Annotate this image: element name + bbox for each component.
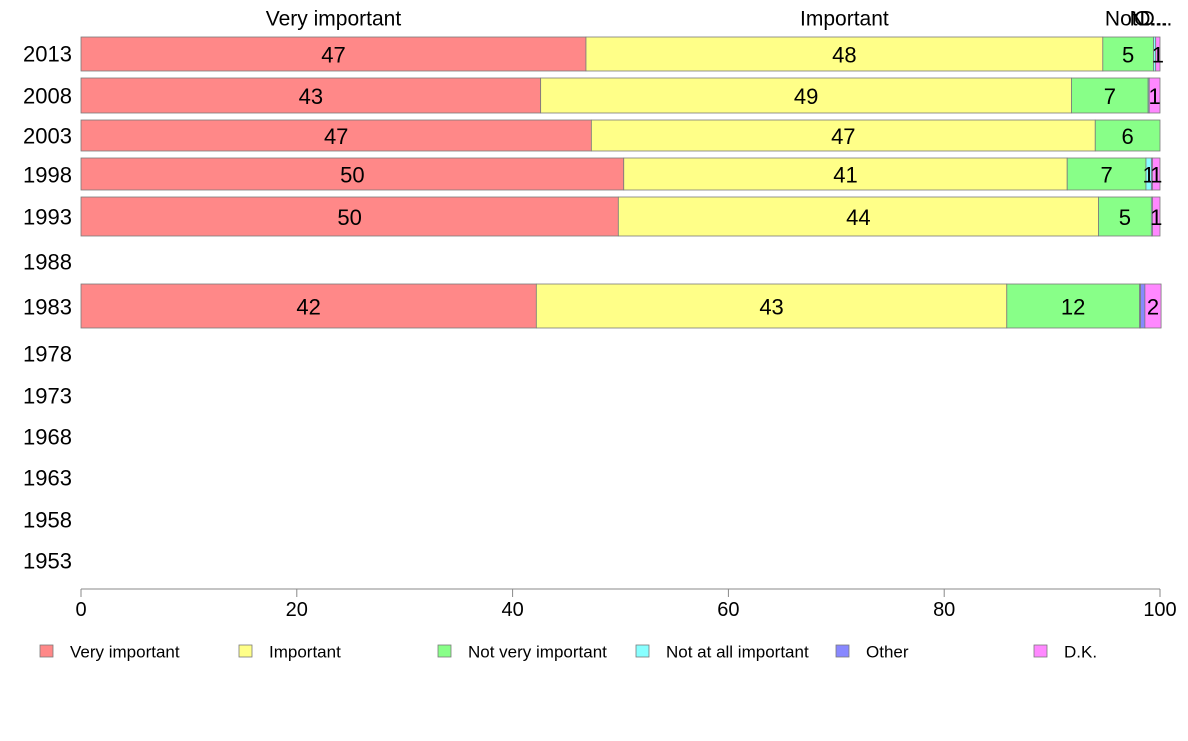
- data-label: 1: [1150, 163, 1162, 188]
- data-label: 47: [831, 124, 855, 149]
- x-tick-label: 80: [933, 599, 955, 621]
- data-label: 47: [321, 43, 345, 68]
- bar-segment: [1102, 36, 1154, 72]
- legend-swatch: [238, 644, 253, 658]
- data-label: 5: [1119, 205, 1131, 230]
- top-series-label: O...: [1134, 8, 1168, 31]
- legend-label: Other: [866, 643, 909, 662]
- bar-segment: [80, 36, 587, 72]
- bar-segment: [1152, 196, 1161, 237]
- x-tick-label: 40: [501, 599, 523, 621]
- data-label: 7: [1100, 163, 1112, 188]
- data-label: 50: [340, 163, 364, 188]
- bar-segment: [80, 196, 619, 237]
- category-label: 1978: [23, 342, 72, 367]
- legend-swatch: [437, 644, 452, 658]
- legend-label: Very important: [70, 643, 180, 662]
- data-label: 47: [324, 124, 348, 149]
- bar-segment: [1152, 157, 1161, 191]
- top-series-label: D...: [1140, 8, 1173, 31]
- bar-segment: [1140, 283, 1146, 329]
- bar-segment: [80, 157, 625, 191]
- bar-segment: [1098, 196, 1152, 237]
- data-label: 43: [759, 295, 783, 320]
- data-label: 1: [1152, 43, 1164, 68]
- data-label: 50: [337, 205, 361, 230]
- category-label: 1968: [23, 425, 72, 450]
- legend-label: Not very important: [468, 643, 607, 662]
- bar-segment: [1006, 283, 1140, 329]
- category-label: 1988: [23, 250, 72, 275]
- category-label: 1958: [23, 508, 72, 533]
- bar-segment: [590, 119, 1096, 152]
- bar-segment: [1148, 77, 1161, 114]
- bar-segment: [80, 283, 537, 329]
- data-label: 43: [299, 84, 323, 109]
- data-label: 6: [1122, 124, 1134, 149]
- bar-segment: [585, 36, 1104, 72]
- data-label: 2: [1147, 295, 1159, 320]
- legend-swatch: [1033, 644, 1048, 658]
- category-label: 2013: [23, 42, 72, 67]
- bar-segment: [80, 119, 592, 152]
- data-label: 44: [846, 205, 870, 230]
- data-label: 41: [833, 163, 857, 188]
- bar-segment: [1144, 283, 1162, 329]
- x-tick-label: 60: [717, 599, 739, 621]
- category-label: 2008: [23, 84, 72, 109]
- top-series-label: Very important: [266, 8, 402, 31]
- category-label: 1953: [23, 549, 72, 574]
- legend-swatch: [835, 644, 850, 658]
- legend-label: Not at all important: [666, 643, 809, 662]
- x-tick-label: 100: [1143, 599, 1176, 621]
- legend-label: D.K.: [1064, 643, 1097, 662]
- bar-segment: [617, 196, 1099, 237]
- category-label: 2003: [23, 124, 72, 149]
- category-label: 1998: [23, 163, 72, 188]
- legend-label: Important: [269, 643, 341, 662]
- category-label: 1983: [23, 295, 72, 320]
- bar-segment: [1071, 77, 1149, 114]
- data-label: 42: [296, 295, 320, 320]
- bar-segment: [535, 283, 1008, 329]
- x-tick-label: 20: [286, 599, 308, 621]
- data-label: 5: [1122, 43, 1134, 68]
- x-tick-label: 0: [75, 599, 86, 621]
- bar-segment: [1066, 157, 1147, 191]
- data-label: 1: [1148, 84, 1160, 109]
- category-label: 1993: [23, 205, 72, 230]
- legend-swatch: [635, 644, 650, 658]
- data-label: 1: [1150, 205, 1162, 230]
- top-series-label: Not...: [1105, 8, 1155, 31]
- legend-swatch: [39, 644, 54, 658]
- category-label: 1963: [23, 466, 72, 491]
- top-series-label: Important: [800, 8, 889, 31]
- bar-segment: [540, 77, 1072, 114]
- data-label: 48: [832, 43, 856, 68]
- category-label: 1973: [23, 384, 72, 409]
- bar-segment: [1094, 119, 1161, 152]
- bar-segment: [80, 77, 542, 114]
- bar-segment: [623, 157, 1068, 191]
- data-label: 49: [794, 84, 818, 109]
- data-label: 12: [1061, 295, 1085, 320]
- data-label: 7: [1104, 84, 1116, 109]
- top-series-label: N...: [1130, 8, 1163, 31]
- bar-segment: [1155, 36, 1161, 72]
